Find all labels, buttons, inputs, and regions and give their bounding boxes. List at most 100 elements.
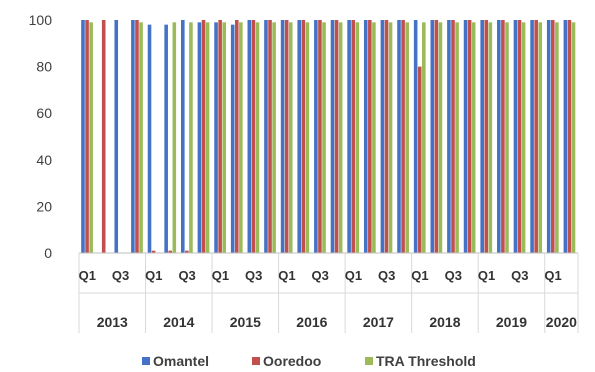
bars [81, 20, 576, 253]
bar-omantel [247, 20, 252, 253]
bar-ooredoo [101, 20, 106, 253]
bar-ooredoo [551, 20, 555, 253]
bar-ooredoo [534, 20, 538, 253]
bar-omantel [264, 20, 268, 253]
bar-omantel [480, 20, 484, 253]
quarter-label: Q1 [212, 268, 229, 283]
quarter-label: Q1 [79, 268, 96, 283]
bar-ooredoo [185, 250, 189, 253]
bar-ooredoo [467, 20, 472, 253]
bar-omantel [513, 20, 518, 253]
bar-tra-threshold [521, 22, 526, 253]
bar-ooredoo [168, 250, 173, 253]
y-tick-label: 20 [36, 198, 52, 214]
bar-omantel [430, 20, 435, 253]
y-tick-label: 80 [36, 59, 52, 75]
bar-ooredoo [401, 20, 405, 253]
bar-omantel [114, 20, 119, 253]
bar-omantel [81, 20, 85, 253]
bar-ooredoo [434, 20, 439, 253]
year-label: 2017 [363, 314, 394, 330]
bar-omantel [280, 20, 285, 253]
year-label: 2013 [97, 314, 128, 330]
bar-ooredoo [234, 20, 239, 253]
bar-tra-threshold [288, 22, 293, 253]
bar-omantel [230, 24, 235, 253]
bar-tra-threshold [555, 22, 559, 253]
bar-ooredoo [567, 20, 572, 253]
bar-omantel [363, 20, 368, 253]
bar-tra-threshold [471, 22, 476, 253]
bar-tra-threshold [139, 22, 143, 253]
quarter-label: Q1 [278, 268, 295, 283]
bar-tra-threshold [255, 22, 260, 253]
bar-tra-threshold [405, 22, 409, 253]
bar-omantel [530, 20, 534, 253]
bar-ooredoo [135, 20, 139, 253]
legend-swatch [252, 357, 260, 365]
legend-label: TRA Threshold [376, 353, 476, 369]
legend-label: Omantel [153, 353, 209, 369]
year-label: 2016 [296, 314, 327, 330]
quarter-label: Q3 [112, 268, 129, 283]
y-tick-label: 0 [44, 245, 52, 261]
bar-tra-threshold [455, 22, 459, 253]
bar-omantel [214, 22, 218, 253]
quarter-label: Q3 [445, 268, 462, 283]
quarter-label: Q3 [245, 268, 262, 283]
bar-omantel [546, 20, 551, 253]
bar-omantel [397, 20, 401, 253]
bar-tra-threshold [355, 22, 360, 253]
bar-ooredoo [251, 20, 256, 253]
x-axis: Q1 Q3 Q1 Q3 Q1 Q3 Q1 Q3 Q1 Q3 Q1 Q3 Q1 Q3 Q1 2013 2014 20… [78, 252, 579, 333]
bar-omantel [330, 20, 335, 253]
bar-tra-threshold [172, 22, 177, 253]
bar-ooredoo [151, 250, 156, 253]
legend-swatch [142, 357, 150, 365]
bar-omantel [314, 20, 318, 253]
bar-ooredoo [301, 20, 306, 253]
year-label: 2014 [163, 314, 194, 330]
bar-tra-threshold [239, 22, 243, 253]
bar-omantel [147, 24, 152, 253]
bar-tra-threshold [571, 22, 576, 253]
quarter-label: Q3 [378, 268, 395, 283]
bar-ooredoo [368, 20, 372, 253]
quarter-label: Q1 [411, 268, 428, 283]
year-label: 2020 [546, 314, 577, 330]
bar-omantel [413, 20, 418, 253]
bar-omantel [297, 20, 302, 253]
y-tick-label: 100 [29, 12, 53, 28]
bar-ooredoo [318, 20, 322, 253]
legend-swatch [365, 357, 373, 365]
legend-label: Ooredoo [263, 353, 321, 369]
bar-tra-threshold [322, 22, 326, 253]
bar-tra-threshold [205, 22, 210, 253]
bar-ooredoo [384, 20, 389, 253]
bar-tra-threshold [422, 22, 426, 253]
bar-ooredoo [201, 20, 206, 253]
bar-tra-threshold [372, 22, 376, 253]
bar-tra-threshold [438, 22, 443, 253]
year-label: 2019 [496, 314, 527, 330]
bar-tra-threshold [189, 22, 193, 253]
bar-ooredoo [284, 20, 289, 253]
bar-ooredoo [451, 20, 455, 253]
quarter-label: Q1 [145, 268, 162, 283]
bar-omantel [497, 20, 501, 253]
bar-ooredoo [484, 20, 489, 253]
quarter-label: Q1 [478, 268, 495, 283]
bar-ooredoo [417, 66, 422, 253]
bar-tra-threshold [538, 22, 543, 253]
bar-omantel [380, 20, 385, 253]
bar-tra-threshold [89, 22, 93, 253]
bar-omantel [181, 20, 185, 253]
year-label: 2015 [230, 314, 261, 330]
bar-tra-threshold [222, 22, 226, 253]
bar-omantel [164, 24, 168, 253]
bar-omantel [463, 20, 468, 253]
quarter-label: Q3 [312, 268, 329, 283]
quarter-label: Q1 [544, 268, 561, 283]
year-label: 2018 [429, 314, 460, 330]
